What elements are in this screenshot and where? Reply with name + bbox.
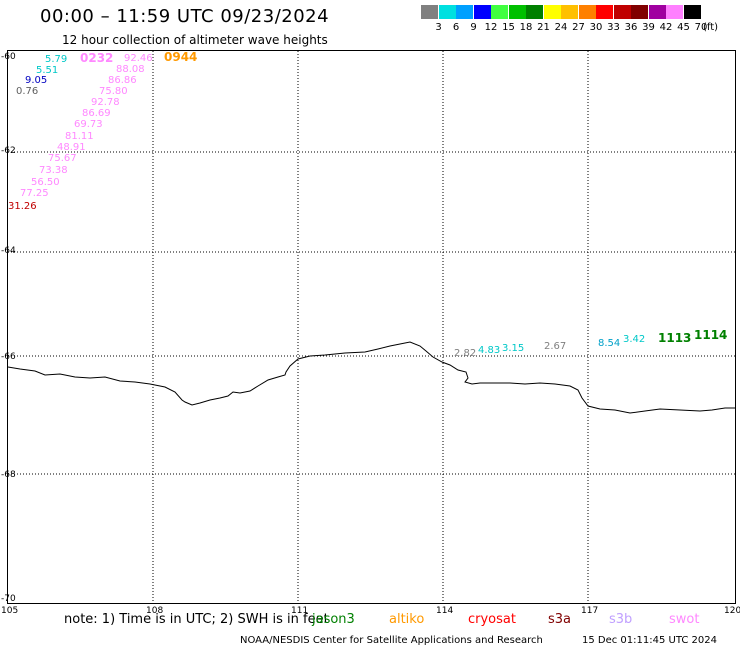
- wave-height-label: 75.80: [99, 86, 128, 97]
- legend-item-s3a: s3a: [548, 612, 572, 627]
- scale-swatch: [438, 5, 456, 19]
- scale-label: 70: [694, 22, 708, 33]
- scale-swatch: [473, 5, 491, 19]
- wave-height-label: 1114: [694, 328, 727, 342]
- scale-label: 9: [470, 22, 477, 33]
- map-frame: [7, 50, 736, 604]
- wave-height-label: 2.67: [544, 341, 566, 352]
- chart-subtitle: 12 hour collection of altimeter wave hei…: [62, 33, 328, 47]
- wave-height-label: 77.25: [20, 188, 49, 199]
- wave-height-label: 86.86: [108, 75, 137, 86]
- grid: [8, 51, 735, 603]
- scale-swatch: [508, 5, 526, 19]
- scale-label: 42: [659, 22, 673, 33]
- scale-label: 39: [642, 22, 655, 33]
- wave-height-label: 9.05: [25, 75, 47, 86]
- wave-height-label: 3.42: [623, 334, 645, 345]
- legend-item-cryosat: cryosat: [468, 612, 516, 627]
- scale-swatch: [526, 5, 543, 19]
- y-label-60: -60: [1, 52, 16, 62]
- wave-height-label: 73.38: [39, 165, 68, 176]
- x-label-117: 117: [581, 606, 598, 616]
- wave-height-label: 0.76: [16, 86, 38, 97]
- y-label-64: -64: [1, 246, 16, 256]
- scale-label: 36: [624, 22, 638, 33]
- scale-swatch: [456, 5, 473, 19]
- antarctic-coastline: [7, 341, 735, 414]
- wave-height-label: 5.51: [36, 65, 58, 76]
- scale-label: 24: [554, 22, 568, 33]
- y-label-68: -68: [1, 470, 16, 480]
- scale-swatch: [421, 5, 438, 19]
- wave-height-label: 75.67: [48, 153, 77, 164]
- scale-label: 6: [452, 22, 460, 33]
- wave-height-label: 48.91: [57, 142, 86, 153]
- scale-swatch: [631, 5, 648, 19]
- scale-label: 27: [572, 22, 585, 33]
- wave-height-label: 2.82: [454, 348, 476, 359]
- wave-height-label: 1113: [658, 331, 691, 345]
- wave-height-label: 0944: [164, 50, 197, 64]
- scale-label: 12: [484, 22, 498, 33]
- scale-unit: (ft): [703, 22, 719, 33]
- wave-height-label: 69.73: [74, 119, 103, 130]
- wave-height-label: 3.15: [502, 343, 524, 354]
- scale-label: 33: [607, 22, 620, 33]
- wave-height-label: 88.08: [116, 64, 145, 75]
- scale-swatch: [683, 5, 701, 19]
- scale-label: 45: [677, 22, 690, 33]
- wave-height-label: 31.26: [8, 201, 37, 212]
- legend-item-jason3: jason3: [312, 612, 355, 627]
- wave-height-label: 0232: [80, 51, 113, 65]
- x-label-105: 105: [1, 606, 18, 616]
- wave-height-label: 86.69: [82, 108, 111, 119]
- scale-label: 3: [435, 22, 442, 33]
- wave-height-label: 56.50: [31, 177, 60, 188]
- timestamp-text: 15 Dec 01:11:45 UTC 2024: [582, 635, 717, 646]
- scale-swatch: [666, 5, 683, 19]
- credit-text: NOAA/NESDIS Center for Satellite Applica…: [240, 635, 543, 646]
- x-label-114: 114: [436, 606, 453, 616]
- legend-item-swot: swot: [669, 612, 700, 627]
- scale-label: 18: [519, 22, 533, 33]
- scale-swatch: [561, 5, 578, 19]
- scale-swatch: [491, 5, 508, 19]
- wave-height-label: 92.46: [124, 53, 153, 64]
- wave-height-label: 4.83: [478, 345, 500, 356]
- note-text: note: 1) Time is in UTC; 2) SWH is in fe…: [64, 612, 329, 627]
- scale-swatch: [596, 5, 613, 19]
- x-label-111: 111: [291, 606, 308, 616]
- scale-label: 21: [537, 22, 550, 33]
- y-label-66: -66: [1, 352, 16, 362]
- y-label-62: -62: [1, 146, 16, 156]
- scale-label: 30: [589, 22, 603, 33]
- wave-height-label: 8.54: [598, 338, 620, 349]
- chart-title: 00:00 – 11:59 UTC 09/23/2024: [40, 6, 330, 27]
- scale-swatch: [578, 5, 596, 19]
- wave-height-label: 5.79: [45, 54, 67, 65]
- scale-swatch: [613, 5, 631, 19]
- x-label-120: 120: [724, 606, 740, 616]
- legend-item-s3b: s3b: [609, 612, 633, 627]
- scale-swatch: [648, 5, 666, 19]
- y-label-70: -70: [1, 594, 16, 604]
- wave-height-label: 92.78: [91, 97, 120, 108]
- scale-label: 15: [502, 22, 515, 33]
- wave-height-labels: 5.79 0232 92.46 0944 5.51 88.08 9.05 86.86 0.76 7…: [8, 50, 727, 359]
- scale-swatch: [543, 5, 561, 19]
- legend-item-altiko: altiko: [389, 612, 425, 627]
- x-label-108: 108: [146, 606, 163, 616]
- wave-height-label: 81.11: [65, 131, 94, 142]
